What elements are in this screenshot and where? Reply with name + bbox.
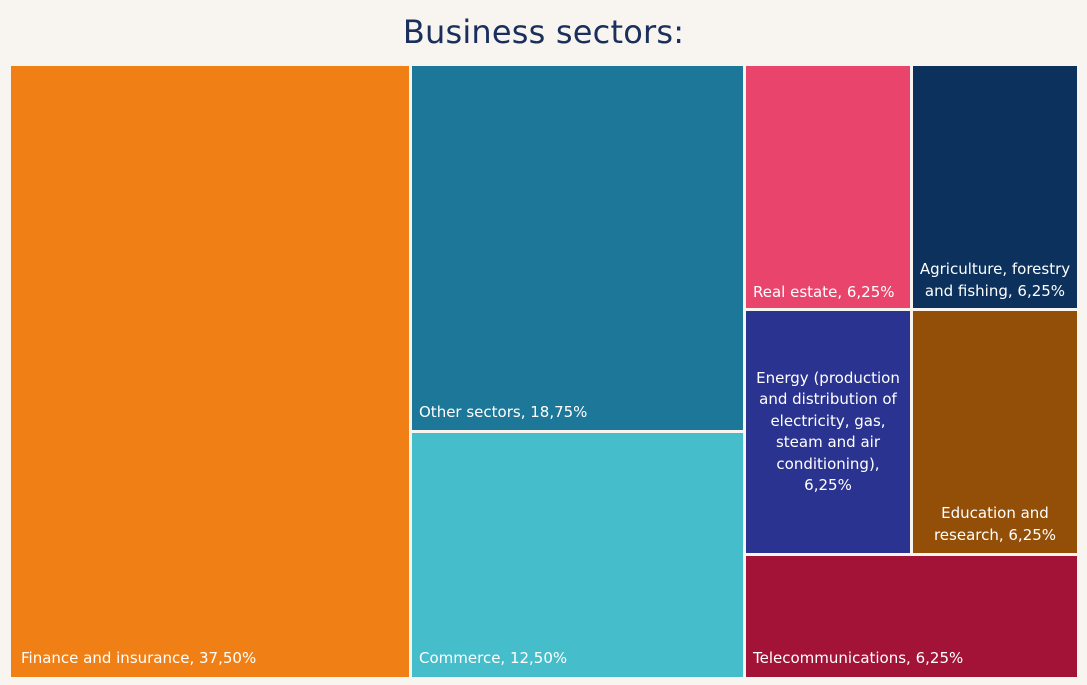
tile-education-and-research: Education and research, 6,25% [913, 311, 1077, 553]
tile-agriculture-forestry-fishing: Agriculture, forestry and fishing, 6,25% [913, 66, 1077, 308]
tile-label-agriculture-forestry-fishing: Agriculture, forestry and fishing, 6,25% [919, 260, 1071, 300]
tile-label-telecommunications: Telecommunications, 6,25% [753, 648, 964, 667]
tile-label-commerce: Commerce, 12,50% [419, 648, 568, 667]
tile-label-other-sectors: Other sectors, 18,75% [419, 402, 588, 421]
tile-commerce: Commerce, 12,50% [412, 433, 743, 677]
chart-title: Business sectors: [402, 13, 685, 51]
tile-finance-and-insurance: Finance and insurance, 37,50% [11, 66, 409, 677]
tile-label-finance-and-insurance: Finance and insurance, 37,50% [21, 648, 257, 667]
tile-other-sectors: Other sectors, 18,75% [412, 66, 743, 430]
tile-label-education-and-research: Education and research, 6,25% [933, 504, 1057, 544]
tile-label-real-estate: Real estate, 6,25% [753, 282, 895, 301]
tile-energy: Energy (production and distribution of e… [746, 311, 910, 553]
tile-label-energy: Energy (production and distribution of e… [756, 368, 900, 495]
tile-real-estate: Real estate, 6,25% [746, 66, 910, 308]
tile-telecommunications: Telecommunications, 6,25% [746, 556, 1077, 677]
